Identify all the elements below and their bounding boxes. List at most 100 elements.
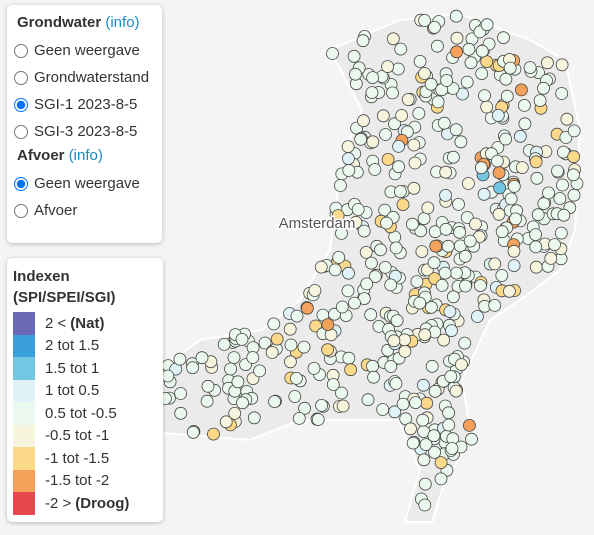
station-marker[interactable] xyxy=(360,277,374,291)
station-marker[interactable] xyxy=(300,301,314,315)
station-marker[interactable] xyxy=(450,31,464,45)
station-marker[interactable] xyxy=(396,397,410,411)
station-marker[interactable] xyxy=(333,179,347,192)
radio-option[interactable]: Grondwaterstand xyxy=(11,64,162,91)
station-marker[interactable] xyxy=(555,87,569,100)
station-marker[interactable] xyxy=(368,163,382,176)
station-marker[interactable] xyxy=(357,224,371,238)
station-marker[interactable] xyxy=(321,343,335,357)
radio[interactable] xyxy=(14,97,28,112)
station-marker[interactable] xyxy=(523,61,537,74)
station-marker[interactable] xyxy=(531,208,545,222)
station-marker[interactable] xyxy=(544,251,558,265)
station-marker[interactable] xyxy=(376,109,390,123)
station-marker[interactable] xyxy=(398,333,412,347)
station-marker[interactable] xyxy=(386,86,399,100)
station-marker[interactable] xyxy=(529,240,543,254)
station-marker[interactable] xyxy=(449,266,463,280)
station-marker[interactable] xyxy=(428,20,441,34)
info-link[interactable]: (info) xyxy=(68,147,103,164)
station-marker[interactable] xyxy=(503,61,517,75)
station-marker[interactable] xyxy=(480,100,494,114)
station-marker[interactable] xyxy=(449,384,463,398)
station-marker[interactable] xyxy=(446,150,460,164)
station-marker[interactable] xyxy=(518,117,532,131)
station-marker[interactable] xyxy=(408,156,422,170)
radio[interactable] xyxy=(14,176,28,191)
station-marker[interactable] xyxy=(407,181,421,195)
station-marker[interactable] xyxy=(454,358,468,372)
station-marker[interactable] xyxy=(428,445,442,459)
station-marker[interactable] xyxy=(460,75,474,89)
station-marker[interactable] xyxy=(428,384,442,398)
station-marker[interactable] xyxy=(200,394,214,408)
station-marker[interactable] xyxy=(537,81,550,95)
station-marker[interactable] xyxy=(406,436,420,450)
station-marker[interactable] xyxy=(217,337,231,351)
station-marker[interactable] xyxy=(437,333,451,347)
station-marker[interactable] xyxy=(384,360,398,373)
station-marker[interactable] xyxy=(435,278,449,292)
station-marker[interactable] xyxy=(548,238,561,252)
station-marker[interactable] xyxy=(412,107,426,120)
station-marker[interactable] xyxy=(445,324,458,338)
station-marker[interactable] xyxy=(359,245,373,259)
station-marker[interactable] xyxy=(328,263,342,277)
station-marker[interactable] xyxy=(389,241,403,255)
station-marker[interactable] xyxy=(388,117,401,131)
station-marker[interactable] xyxy=(342,351,356,365)
station-marker[interactable] xyxy=(336,399,350,413)
station-marker[interactable] xyxy=(458,249,472,263)
station-marker[interactable] xyxy=(364,256,378,270)
station-marker[interactable] xyxy=(449,123,463,137)
radio-option[interactable]: SGI-1 2023-8-5 xyxy=(11,91,162,118)
station-marker[interactable] xyxy=(458,336,472,350)
station-marker[interactable] xyxy=(500,89,514,103)
station-marker[interactable] xyxy=(394,42,408,56)
station-marker[interactable] xyxy=(410,275,424,289)
station-marker[interactable] xyxy=(348,67,362,81)
station-marker[interactable] xyxy=(379,128,392,141)
station-marker[interactable] xyxy=(414,224,428,238)
station-marker[interactable] xyxy=(557,208,571,222)
station-marker[interactable] xyxy=(268,395,282,409)
station-marker[interactable] xyxy=(499,132,513,146)
station-marker[interactable] xyxy=(425,359,439,373)
station-marker[interactable] xyxy=(361,393,375,407)
station-marker[interactable] xyxy=(270,332,284,346)
station-marker[interactable] xyxy=(283,322,297,336)
station-marker[interactable] xyxy=(507,179,521,193)
station-marker[interactable] xyxy=(392,139,406,153)
station-marker[interactable] xyxy=(186,425,200,439)
station-marker[interactable] xyxy=(247,411,261,425)
station-marker[interactable] xyxy=(556,178,569,192)
station-marker[interactable] xyxy=(560,112,574,126)
station-marker[interactable] xyxy=(228,406,242,420)
station-marker[interactable] xyxy=(443,305,457,319)
station-marker[interactable] xyxy=(456,87,469,101)
station-marker[interactable] xyxy=(368,270,382,284)
station-marker[interactable] xyxy=(332,250,346,264)
station-marker[interactable] xyxy=(431,95,445,109)
station-marker[interactable] xyxy=(298,401,312,415)
station-marker[interactable] xyxy=(488,298,502,312)
station-marker[interactable] xyxy=(381,152,395,166)
station-marker[interactable] xyxy=(462,418,476,432)
station-marker[interactable] xyxy=(253,364,267,378)
station-marker[interactable] xyxy=(326,47,339,60)
station-marker[interactable] xyxy=(341,284,355,298)
station-marker[interactable] xyxy=(231,375,245,389)
station-marker[interactable] xyxy=(342,164,356,177)
station-marker[interactable] xyxy=(367,370,381,384)
station-marker[interactable] xyxy=(418,328,432,342)
station-marker[interactable] xyxy=(265,346,279,359)
station-marker[interactable] xyxy=(364,308,378,322)
station-marker[interactable] xyxy=(529,228,542,242)
radio-option[interactable]: Afvoer xyxy=(11,197,162,224)
station-marker[interactable] xyxy=(497,31,510,45)
station-marker[interactable] xyxy=(537,197,551,211)
station-marker[interactable] xyxy=(393,185,407,199)
station-marker[interactable] xyxy=(559,131,573,144)
station-marker[interactable] xyxy=(421,201,435,215)
station-marker[interactable] xyxy=(388,405,402,419)
